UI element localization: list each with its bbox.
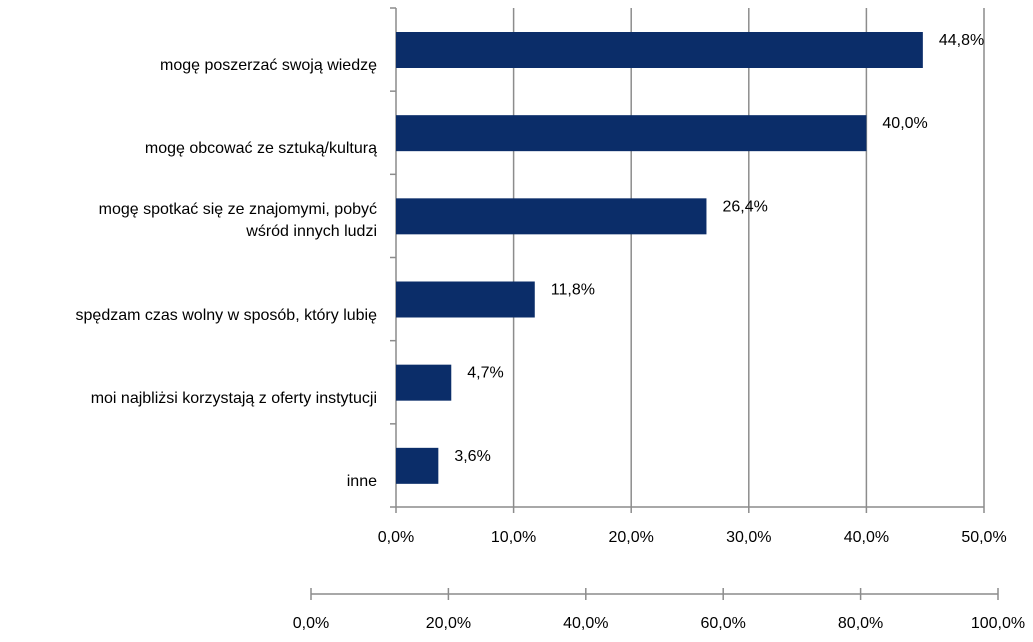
secondary-tick-label-5: 100,0%: [971, 615, 1025, 632]
secondary-tick-label-3: 60,0%: [701, 615, 746, 632]
category-label-5: inne: [347, 471, 377, 493]
category-label-line: mogę poszerzać swoją wiedzę: [160, 57, 377, 74]
secondary-tick-label-2: 40,0%: [563, 615, 608, 632]
category-label-2: mogę spotkać się ze znajomymi, pobyć wśró…: [99, 199, 377, 243]
category-label-line: mogę spotkać się ze znajomymi, pobyć: [98, 201, 377, 219]
bar-2: [396, 198, 707, 235]
bar-0: [396, 32, 923, 68]
value-label-1: 40,0%: [882, 115, 927, 132]
value-label-4: 4,7%: [467, 365, 503, 382]
secondary-tick-label-4: 80,0%: [838, 615, 883, 632]
secondary-tick-label-1: 20,0%: [426, 615, 471, 632]
value-label-3: 11,8%: [551, 282, 595, 299]
tick-label-2: 20,0%: [609, 529, 654, 546]
category-label-line: spędzam czas wolny w sposób, który lubię: [75, 306, 377, 324]
tick-label-5: 50,0%: [961, 529, 1006, 546]
tick-label-3: 30,0%: [726, 529, 771, 546]
bar-3: [396, 281, 535, 318]
value-label-5: 3,6%: [454, 448, 490, 465]
category-label-4: moi najbliżsi korzystają z oferty instyt…: [91, 388, 377, 410]
tick-label-4: 40,0%: [844, 529, 889, 546]
tick-label-0: 0,0%: [378, 529, 414, 546]
bar-4: [396, 364, 452, 401]
value-label-0: 44,8%: [939, 32, 984, 49]
category-label-line: inne: [346, 472, 377, 490]
category-label-line: mogę obcować ze sztuką/kulturą: [144, 140, 377, 158]
secondary-tick-label-0: 0,0%: [293, 615, 329, 632]
category-label-0: mogę poszerzać swoją wiedzę: [160, 55, 377, 77]
category-label-1: mogę obcować ze sztuką/kulturą: [145, 138, 377, 160]
category-label-line: wśród innych ludzi: [246, 223, 377, 241]
value-label-2: 26,4%: [722, 198, 767, 215]
category-label-line: moi najbliżsi korzystają z oferty instyt…: [90, 389, 377, 407]
category-label-3: spędzam czas wolny w sposób, który lubię: [76, 305, 377, 327]
bar-5: [396, 447, 439, 484]
bar-1: [396, 115, 867, 152]
tick-label-1: 10,0%: [491, 529, 536, 546]
